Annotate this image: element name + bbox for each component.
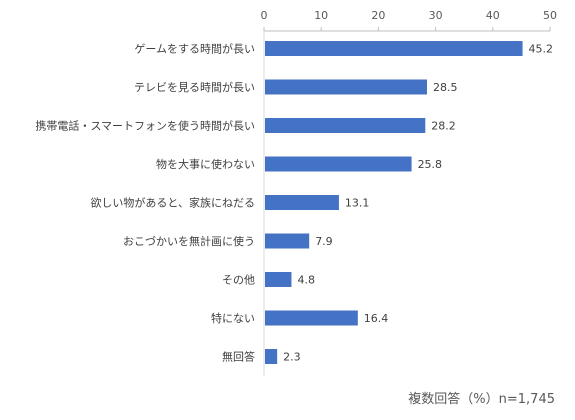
category-label: 欲しい物があると、家族にねだる [90, 196, 255, 210]
x-tick-label: 0 [261, 9, 268, 22]
category-label: おこづかいを無計画に使う [123, 234, 255, 248]
bar-group: 携帯電話・スマートフォンを使う時間が長い 28.2 [35, 118, 456, 133]
category-label: 無回答 [222, 350, 255, 364]
value-label: 45.2 [529, 43, 554, 56]
category-label: その他 [222, 274, 255, 287]
bar [265, 41, 523, 56]
category-label: ゲームをする時間が長い [134, 42, 255, 56]
value-label: 7.9 [315, 235, 333, 248]
value-label: 4.8 [297, 274, 315, 287]
category-label: 特にない [211, 311, 255, 325]
value-label: 13.1 [345, 197, 370, 210]
x-tick-label: 10 [314, 9, 328, 22]
bar [265, 195, 339, 210]
bar [265, 272, 292, 287]
x-tick-label: 20 [371, 9, 385, 22]
bar-group: 欲しい物があると、家族にねだる 13.1 [90, 195, 369, 210]
bar [265, 118, 426, 133]
bars: ゲームをする時間が長い 45.2 テレビを見る時間が長い 28.5 携帯電話・スマートフ… [35, 41, 553, 364]
x-tick-label: 50 [543, 9, 557, 22]
x-axis: 0 10 20 30 40 50 [261, 9, 557, 376]
value-label: 16.4 [364, 312, 389, 325]
bar-group: 物を大事に使わない 25.8 [156, 156, 443, 172]
value-label: 2.3 [283, 351, 301, 364]
bar [265, 349, 278, 364]
bar-group: 特にない 16.4 [211, 310, 389, 326]
x-tick-label: 40 [486, 9, 500, 22]
value-label: 28.2 [431, 120, 456, 133]
category-label: 携帯電話・スマートフォンを使う時間が長い [35, 119, 255, 133]
value-label: 28.5 [433, 81, 458, 94]
sample-note: 複数回答（%）n=1,745 [408, 392, 555, 407]
bar-group: テレビを見る時間が長い 28.5 [134, 79, 458, 95]
bar-group: その他 4.8 [222, 272, 315, 287]
bar [265, 156, 412, 172]
category-label: テレビを見る時間が長い [134, 80, 255, 94]
bar [265, 79, 428, 95]
x-tick-label: 30 [429, 9, 443, 22]
bar-group: ゲームをする時間が長い 45.2 [134, 41, 553, 56]
bar [265, 310, 358, 326]
category-label: 物を大事に使わない [156, 157, 255, 171]
bar-group: 無回答 2.3 [222, 349, 301, 364]
bar [265, 233, 310, 249]
bar-group: おこづかいを無計画に使う 7.9 [123, 233, 333, 249]
value-label: 25.8 [418, 158, 443, 171]
